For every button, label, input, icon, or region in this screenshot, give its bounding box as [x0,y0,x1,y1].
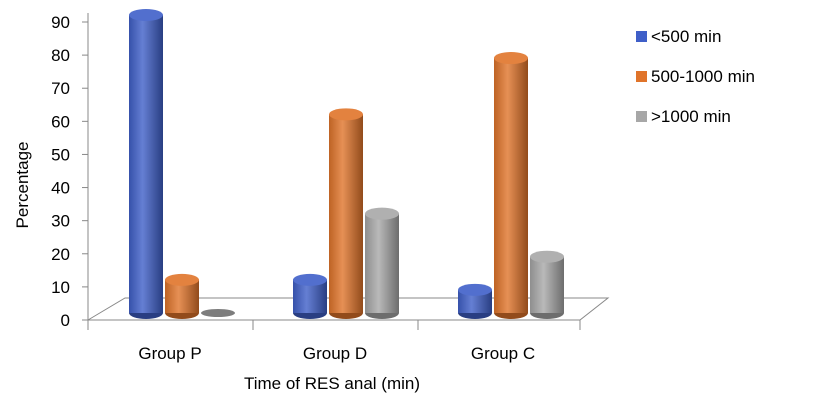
legend-label: >1000 min [651,107,731,126]
y-axis-title: Percentage [13,142,32,229]
bar-top [201,309,235,317]
bar-face [530,256,564,313]
y-axis-ticks: 0 10 20 30 40 50 60 70 80 90 [51,13,88,330]
bar-face [494,58,528,313]
bar-face [329,114,363,313]
legend-swatch [636,71,647,82]
bars [129,9,564,319]
bar [530,250,564,319]
bar-top [530,250,564,263]
y-tick-label: 50 [51,145,70,164]
legend-swatch [636,31,647,42]
bar [293,273,327,319]
y-tick-label: 30 [51,212,70,231]
y-tick-label: 20 [51,245,70,264]
bar [201,309,235,317]
bar-face [365,213,399,313]
y-tick-label: 10 [51,278,70,297]
legend-swatch [636,111,647,122]
bar [494,52,528,319]
legend: <500 min 500-1000 min >1000 min [636,27,755,126]
y-tick-label: 90 [51,13,70,32]
bar-top [458,283,492,296]
y-tick-label: 40 [51,179,70,198]
bar-top [329,108,363,121]
bar [329,108,363,319]
bar [458,283,492,319]
legend-label: 500-1000 min [651,67,755,86]
y-tick-label: 60 [51,112,70,131]
legend-label: <500 min [651,27,721,46]
bar-face [458,289,492,313]
y-tick-label: 80 [51,46,70,65]
bar-top [165,273,199,286]
bar [165,273,199,319]
x-category-label: Group C [471,344,535,363]
x-category-label: Group P [138,344,201,363]
bar-top [129,9,163,21]
bar-face [129,15,163,313]
bar [365,207,399,319]
bar-top [293,273,327,286]
bar-top [365,207,399,220]
x-category-label: Group D [303,344,367,363]
x-axis-categories: Group P Group D Group C [87,320,581,363]
bar [129,9,163,319]
y-tick-label: 0 [61,311,70,330]
x-axis-title: Time of RES anal (min) [244,374,420,393]
bar-top [494,52,528,65]
y-tick-label: 70 [51,79,70,98]
